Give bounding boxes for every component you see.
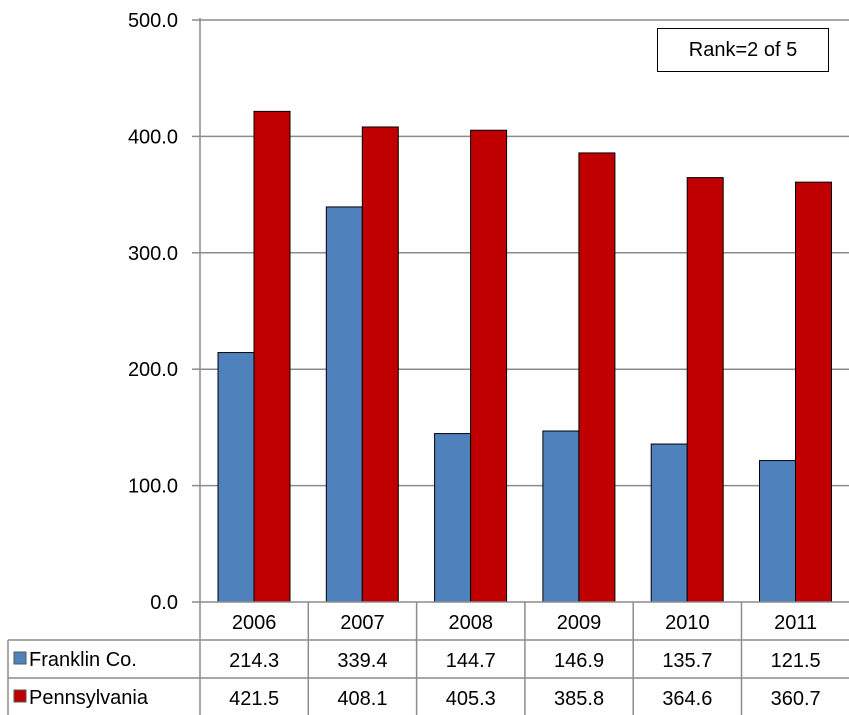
x-tick-label: 2010: [665, 612, 710, 634]
bar-franklin-co--2010: [650, 443, 688, 603]
table-value: 121.5: [771, 650, 821, 672]
bar-pennsylvania-2010: [686, 177, 724, 603]
bar-pennsylvania-2008: [470, 129, 508, 603]
legend-label: Franklin Co.: [29, 649, 137, 671]
x-tick-label: 2006: [232, 612, 277, 634]
y-tick-label: 100.0: [128, 476, 178, 498]
table-value: 408.1: [337, 688, 387, 710]
bar-franklin-co--2011: [759, 460, 796, 603]
bar-franklin-co--2009: [542, 430, 580, 603]
bar-franklin-co--2007: [325, 206, 363, 603]
bars: [217, 110, 832, 603]
table-value: 364.6: [662, 688, 712, 710]
table-value: 339.4: [337, 650, 387, 672]
table-value: 421.5: [229, 688, 279, 710]
bar-pennsylvania-2009: [578, 152, 616, 603]
y-tick-label: 500.0: [128, 10, 178, 32]
y-tick-label: 200.0: [128, 359, 178, 381]
bar-pennsylvania-2007: [361, 126, 399, 603]
x-tick-label: 2007: [340, 612, 385, 634]
legend-label: Pennsylvania: [29, 687, 149, 709]
y-tick-labels: 0.0 100.0 200.0 300.0 400.0 500.0: [128, 10, 178, 614]
legend-key-franklin-co-: [13, 651, 27, 665]
table-value: 144.7: [446, 650, 496, 672]
y-tick-label: 300.0: [128, 243, 178, 265]
axes: [192, 18, 201, 603]
table-value: 405.3: [446, 688, 496, 710]
bar-pennsylvania-2011: [795, 181, 832, 603]
rank-annotation: Rank=2 of 5: [657, 28, 829, 72]
bar-franklin-co--2008: [434, 433, 472, 603]
table-value: 146.9: [554, 650, 604, 672]
bar-franklin-co--2006: [217, 352, 255, 603]
y-tick-label: 0.0: [150, 592, 178, 614]
table-value: 385.8: [554, 688, 604, 710]
table-value: 360.7: [771, 688, 821, 710]
gridlines: [200, 19, 849, 487]
x-tick-label: 2011: [774, 612, 817, 634]
legend-key-pennsylvania: [13, 689, 27, 703]
table-value: 214.3: [229, 650, 279, 672]
y-tick-label: 400.0: [128, 126, 178, 148]
table-value: 135.7: [662, 650, 712, 672]
x-tick-label: 2008: [449, 612, 494, 634]
x-tick-label: 2009: [557, 612, 602, 634]
data-table: 2006 2007 2008 2009 2010 2011 Franklin Co. 214.…: [7, 601, 849, 715]
bar-pennsylvania-2006: [253, 110, 291, 603]
